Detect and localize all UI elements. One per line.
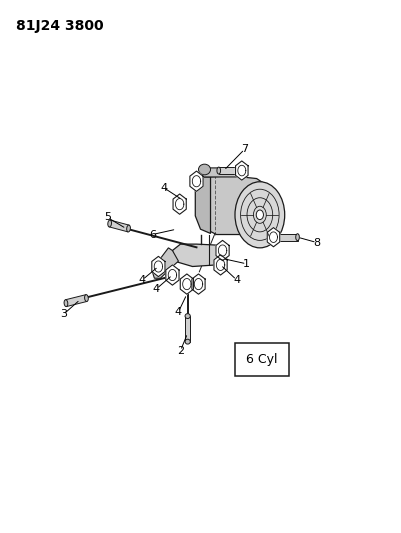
- Text: 6 Cyl: 6 Cyl: [246, 353, 277, 366]
- Polygon shape: [196, 176, 273, 235]
- Ellipse shape: [108, 220, 111, 227]
- Polygon shape: [109, 220, 129, 232]
- Text: 4: 4: [153, 284, 160, 294]
- Ellipse shape: [271, 233, 275, 241]
- Ellipse shape: [198, 164, 211, 175]
- Text: 4: 4: [160, 183, 167, 192]
- Polygon shape: [180, 274, 193, 294]
- Polygon shape: [203, 168, 237, 177]
- Polygon shape: [273, 233, 298, 240]
- Ellipse shape: [185, 313, 190, 319]
- Polygon shape: [267, 228, 280, 247]
- Ellipse shape: [185, 339, 190, 344]
- Polygon shape: [173, 194, 186, 214]
- Text: 5: 5: [104, 213, 111, 222]
- FancyBboxPatch shape: [235, 343, 289, 376]
- Polygon shape: [152, 256, 165, 277]
- Text: 4: 4: [139, 275, 146, 285]
- Polygon shape: [192, 274, 205, 294]
- Text: 4: 4: [175, 307, 182, 317]
- Text: 8: 8: [313, 238, 320, 247]
- Polygon shape: [185, 316, 190, 342]
- Ellipse shape: [296, 233, 300, 241]
- Ellipse shape: [239, 167, 243, 174]
- Text: 2: 2: [177, 346, 184, 356]
- Circle shape: [235, 182, 285, 248]
- Polygon shape: [219, 167, 241, 174]
- Polygon shape: [216, 240, 229, 261]
- Ellipse shape: [127, 225, 130, 232]
- Ellipse shape: [64, 300, 68, 306]
- Polygon shape: [172, 244, 227, 266]
- Polygon shape: [235, 161, 248, 180]
- Polygon shape: [190, 171, 203, 191]
- Text: 6: 6: [149, 230, 156, 239]
- Polygon shape: [65, 295, 87, 306]
- Polygon shape: [152, 248, 178, 278]
- Text: 4: 4: [233, 275, 240, 285]
- Polygon shape: [214, 255, 227, 275]
- Circle shape: [256, 210, 263, 220]
- Text: 3: 3: [60, 310, 67, 319]
- Ellipse shape: [85, 295, 88, 302]
- Text: 7: 7: [241, 144, 248, 154]
- Text: 81J24 3800: 81J24 3800: [16, 19, 104, 33]
- Polygon shape: [195, 177, 211, 233]
- Text: 1: 1: [243, 259, 250, 269]
- Polygon shape: [166, 265, 179, 285]
- Ellipse shape: [217, 167, 221, 174]
